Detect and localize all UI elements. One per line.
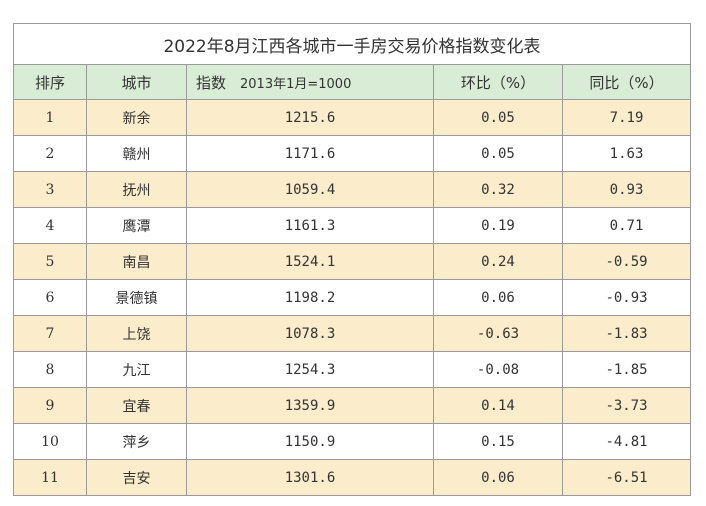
index-cell: 1524.1	[186, 243, 434, 280]
city-cell: 九江	[86, 351, 187, 388]
city-cell: 吉安	[86, 459, 187, 496]
index-header-sub: 2013年1月=1000	[240, 76, 352, 92]
mom-cell: 0.06	[433, 279, 563, 316]
table-row: 11 吉安 1301.6 0.06 -6.51	[13, 459, 692, 496]
price-index-table-container: 2022年8月江西各城市一手房交易价格指数变化表 排序 城市 指数 2013年1月…	[12, 23, 692, 496]
index-cell: 1198.2	[186, 279, 434, 316]
index-cell: 1254.3	[186, 351, 434, 388]
table-row: 6 景德镇 1198.2 0.06 -0.93	[13, 279, 692, 316]
table-row: 4 鹰潭 1161.3 0.19 0.71	[13, 207, 692, 244]
rank-cell: 9	[13, 387, 87, 424]
mom-cell: 0.06	[433, 459, 563, 496]
yoy-cell: -1.83	[561, 315, 692, 352]
table-row: 7 上饶 1078.3 -0.63 -1.83	[13, 315, 692, 352]
index-cell: 1215.6	[186, 99, 434, 136]
city-cell: 抚州	[86, 171, 187, 208]
city-cell: 赣州	[86, 135, 187, 172]
city-cell: 新余	[86, 99, 187, 136]
table-row: 3 抚州 1059.4 0.32 0.93	[13, 171, 692, 208]
rank-cell: 8	[13, 351, 87, 388]
yoy-cell: -0.93	[561, 279, 692, 316]
table-row: 9 宜春 1359.9 0.14 -3.73	[13, 387, 692, 424]
table-row: 2 赣州 1171.6 0.05 1.63	[13, 135, 692, 172]
table-row: 8 九江 1254.3 -0.08 -1.85	[13, 351, 692, 388]
rank-header: 排序	[13, 64, 87, 100]
index-header-main: 指数	[196, 73, 227, 92]
index-cell: 1059.4	[186, 171, 434, 208]
rank-cell: 1	[13, 99, 87, 136]
rank-cell: 4	[13, 207, 87, 244]
city-cell: 鹰潭	[86, 207, 187, 244]
rank-cell: 11	[13, 459, 87, 496]
rank-cell: 5	[13, 243, 87, 280]
index-header: 指数 2013年1月=1000	[186, 64, 434, 100]
rank-cell: 6	[13, 279, 87, 316]
table-row: 1 新余 1215.6 0.05 7.19	[13, 99, 692, 136]
yoy-cell: 1.63	[561, 135, 692, 172]
mom-cell: -0.08	[433, 351, 563, 388]
city-header: 城市	[86, 64, 187, 100]
mom-cell: 0.19	[433, 207, 563, 244]
city-cell: 宜春	[86, 387, 187, 424]
city-cell: 景德镇	[86, 279, 187, 316]
yoy-cell: 0.71	[561, 207, 692, 244]
table-title: 2022年8月江西各城市一手房交易价格指数变化表	[12, 23, 692, 65]
table-row: 5 南昌 1524.1 0.24 -0.59	[13, 243, 692, 280]
yoy-cell: -6.51	[561, 459, 692, 496]
index-cell: 1301.6	[186, 459, 434, 496]
city-cell: 上饶	[86, 315, 187, 352]
price-index-table: 2022年8月江西各城市一手房交易价格指数变化表 排序 城市 指数 2013年1月…	[12, 23, 692, 496]
mom-cell: 0.32	[433, 171, 563, 208]
rank-cell: 2	[13, 135, 87, 172]
yoy-cell: 7.19	[561, 99, 692, 136]
mom-cell: -0.63	[433, 315, 563, 352]
mom-cell: 0.05	[433, 99, 563, 136]
index-cell: 1359.9	[186, 387, 434, 424]
yoy-cell: 0.93	[561, 171, 692, 208]
city-cell: 萍乡	[86, 423, 187, 460]
mom-cell: 0.15	[433, 423, 563, 460]
yoy-cell: -3.73	[561, 387, 692, 424]
mom-cell: 0.05	[433, 135, 563, 172]
mom-cell: 0.24	[433, 243, 563, 280]
rank-cell: 3	[13, 171, 87, 208]
yoy-cell: -1.85	[561, 351, 692, 388]
mom-cell: 0.14	[433, 387, 563, 424]
index-cell: 1078.3	[186, 315, 434, 352]
header-row: 排序 城市 指数 2013年1月=1000 环比（%） 同比（%）	[13, 64, 692, 100]
yoy-cell: -4.81	[561, 423, 692, 460]
city-cell: 南昌	[86, 243, 187, 280]
mom-header: 环比（%）	[433, 64, 563, 100]
yoy-header: 同比（%）	[561, 64, 692, 100]
yoy-cell: -0.59	[561, 243, 692, 280]
table-row: 10 萍乡 1150.9 0.15 -4.81	[13, 423, 692, 460]
index-cell: 1161.3	[186, 207, 434, 244]
index-cell: 1171.6	[186, 135, 434, 172]
rank-cell: 7	[13, 315, 87, 352]
index-cell: 1150.9	[186, 423, 434, 460]
rank-cell: 10	[13, 423, 87, 460]
